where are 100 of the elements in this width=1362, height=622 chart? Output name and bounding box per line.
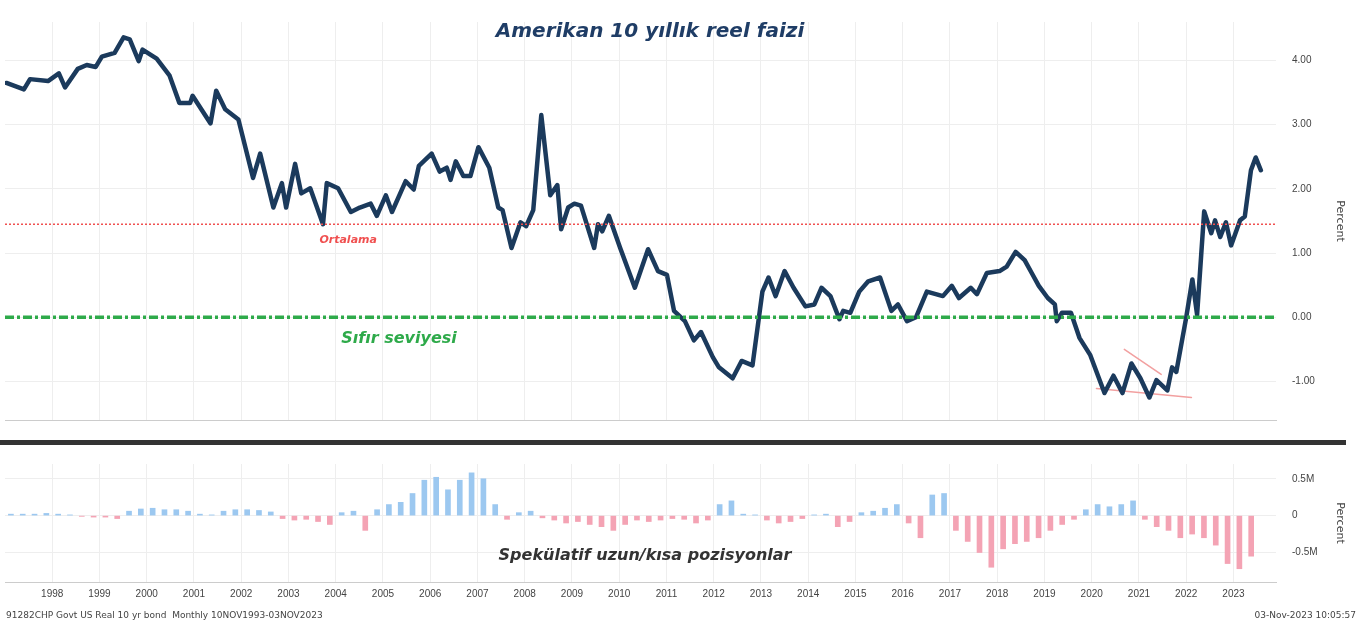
x-tick-label: 2013 [749, 587, 773, 599]
bar [303, 515, 310, 520]
x-tick-label: 2021 [1127, 587, 1151, 599]
x-tick-label: 2017 [938, 587, 962, 599]
y-tick-label: -0.5M [1292, 546, 1318, 558]
x-tick-label: 2006 [419, 587, 442, 599]
bar [834, 515, 841, 528]
x-tick-label: 2019 [1033, 587, 1057, 599]
bar [504, 515, 510, 520]
bar [1118, 504, 1125, 516]
bar [433, 476, 439, 516]
bar [1012, 515, 1018, 544]
y-axis-title: Percent [1334, 200, 1348, 243]
bar [456, 479, 463, 516]
x-tick-label: 1999 [88, 587, 112, 599]
bar [1153, 515, 1160, 528]
chart-title: Amerikan 10 yıllık reel faizi [493, 18, 806, 43]
x-tick-label: 2014 [797, 587, 820, 599]
x-tick-label: 2012 [702, 587, 726, 599]
x-tick-label: 2007 [466, 587, 490, 599]
y-axis-title: Percent [1334, 502, 1348, 545]
bar [575, 515, 581, 522]
y-tick-label: -1.00 [1292, 375, 1316, 387]
annotation: Spekülatif uzun/kısa pozisyonlar [498, 545, 793, 565]
bar [634, 515, 640, 521]
bar [964, 515, 971, 542]
bar [693, 515, 699, 524]
bar [705, 515, 711, 521]
bar [775, 515, 782, 524]
y-tick-label: 3.00 [1292, 118, 1312, 130]
x-tick-label: 2010 [608, 587, 631, 599]
x-tick-label: 2001 [182, 587, 206, 599]
x-tick-label: 2000 [135, 587, 159, 599]
bar [799, 515, 806, 519]
bar [988, 515, 995, 568]
bar [256, 510, 262, 516]
x-tick-label: 2005 [371, 587, 395, 599]
x-tick-label: 2002 [230, 587, 253, 599]
x-tick-label: 2004 [324, 587, 348, 599]
y-tick-label: 0 [1292, 509, 1298, 521]
bar [681, 515, 688, 520]
x-tick-label: 2016 [891, 587, 915, 599]
bar [1130, 500, 1136, 516]
bar [1071, 515, 1077, 520]
bar [563, 515, 569, 524]
x-tick-label: 2020 [1080, 587, 1104, 599]
bar [953, 515, 959, 531]
x-tick-label: 2022 [1175, 587, 1198, 599]
bar [173, 509, 180, 516]
bar [516, 512, 522, 516]
x-tick-label: 2003 [277, 587, 301, 599]
text: 03-Nov-2023 10:05:57 [1254, 609, 1356, 620]
bar [1248, 515, 1255, 557]
x-tick-label: 2009 [560, 587, 584, 599]
bar [362, 515, 369, 531]
bar [327, 515, 333, 525]
bar [492, 504, 499, 516]
bar [374, 509, 380, 516]
ref-line-label: Ortalama [319, 232, 377, 246]
bar [114, 515, 121, 519]
bar [185, 510, 191, 516]
x-tick-label: 2011 [655, 587, 678, 599]
bar [244, 509, 250, 516]
bar [445, 489, 451, 516]
bar [1000, 515, 1006, 550]
bar [764, 515, 770, 521]
bar [586, 515, 593, 525]
bar [315, 515, 321, 522]
bar [941, 493, 947, 516]
y-tick-label: 2.00 [1292, 182, 1312, 194]
x-tick-label: 2015 [844, 587, 868, 599]
bar [126, 510, 132, 516]
bar [551, 515, 558, 521]
text: 91282CHP Govt US Real 10 yr bond Monthly 10NOV1993-03NOV2023 [6, 609, 323, 620]
x-tick-label: 1998 [41, 587, 64, 599]
bar [894, 504, 900, 516]
x-tick-label: 2023 [1222, 587, 1246, 599]
bar [645, 515, 652, 522]
y-tick-label: 0.5M [1292, 472, 1315, 484]
bar [138, 508, 144, 516]
y-tick-label: 1.00 [1292, 246, 1312, 258]
ref-line-label: Sıfır seviyesi [341, 328, 458, 348]
y-tick-label: 0.00 [1292, 311, 1312, 323]
bar [622, 515, 628, 525]
bar [1212, 515, 1219, 546]
bar [1082, 509, 1089, 516]
bar [1142, 515, 1148, 520]
bar [870, 510, 877, 516]
x-tick-label: 2008 [513, 587, 537, 599]
bar [1177, 515, 1184, 539]
x-tick-label: 2018 [986, 587, 1009, 599]
bar [1023, 515, 1030, 542]
bar [882, 507, 888, 516]
bar [1059, 515, 1066, 525]
bar [1201, 515, 1207, 539]
bar [1189, 515, 1195, 535]
bar [929, 494, 936, 516]
y-tick-label: 4.00 [1292, 54, 1312, 66]
bar [397, 502, 404, 516]
bar [386, 504, 392, 516]
